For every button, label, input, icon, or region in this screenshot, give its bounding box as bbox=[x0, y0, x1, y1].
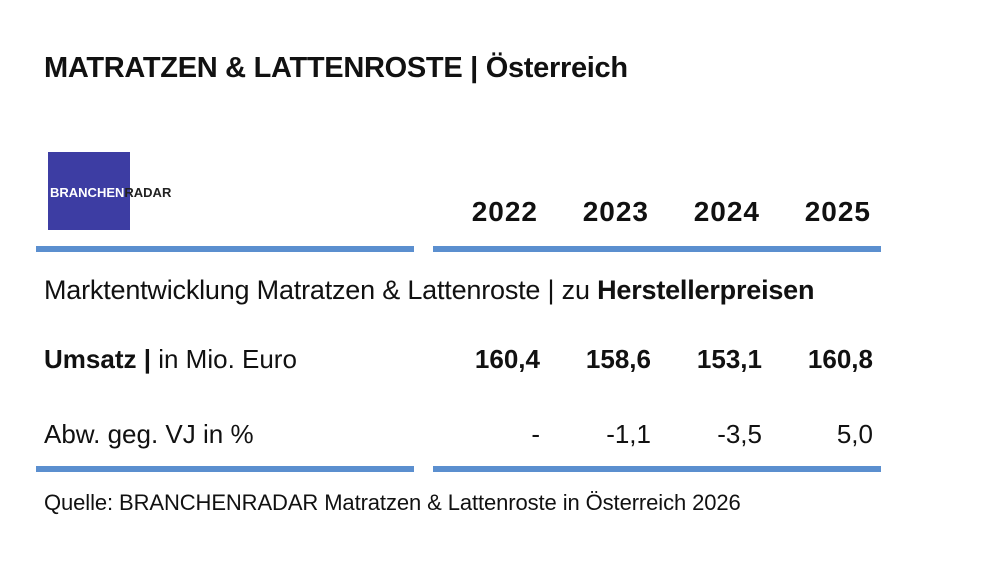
abweichung-2025: 5,0 bbox=[836, 419, 873, 449]
umsatz-2023: 158,6 bbox=[585, 344, 651, 374]
year-header-2024: 2024 bbox=[693, 196, 760, 227]
row-label-umsatz-regular: in Mio. Euro bbox=[150, 344, 297, 374]
header-rule-left bbox=[36, 246, 414, 252]
year-header-2022: 2022 bbox=[471, 196, 538, 227]
footer-rule-left bbox=[36, 466, 414, 472]
umsatz-2024: 153,1 bbox=[696, 344, 762, 374]
subtitle-regular: Marktentwicklung Matratzen & Lattenroste… bbox=[44, 275, 598, 305]
umsatz-2022: 160,4 bbox=[474, 344, 540, 374]
table-subtitle: Marktentwicklung Matratzen & Lattenroste… bbox=[44, 275, 814, 306]
row-label-umsatz-bold: Umsatz | bbox=[44, 344, 151, 374]
page-title: MATRATZEN & LATTENROSTE | Österreich bbox=[44, 52, 628, 84]
branchenradar-logo bbox=[48, 152, 130, 230]
logo-text-line1: BRANCHEN bbox=[50, 185, 125, 200]
header-rule-right bbox=[433, 246, 881, 252]
row-label-umsatz: Umsatz | in Mio. Euro bbox=[44, 344, 297, 375]
subtitle-bold: Herstellerpreisen bbox=[597, 275, 815, 305]
footer-rule-right bbox=[433, 466, 881, 472]
abweichung-2023: -1,1 bbox=[606, 419, 651, 449]
year-header-2023: 2023 bbox=[582, 196, 649, 227]
umsatz-2025: 160,8 bbox=[807, 344, 873, 374]
year-header-2025: 2025 bbox=[804, 196, 871, 227]
logo-text-line2: RADAR bbox=[124, 185, 172, 200]
abweichung-2024: -3,5 bbox=[717, 419, 762, 449]
abweichung-2022: - bbox=[531, 419, 540, 449]
row-label-abweichung: Abw. geg. VJ in % bbox=[44, 419, 254, 450]
row-label-abweichung-text: Abw. geg. VJ in % bbox=[44, 419, 254, 449]
logo-text: BRANCHENRADAR bbox=[50, 185, 171, 200]
source-note: Quelle: BRANCHENRADAR Matratzen & Latten… bbox=[44, 490, 741, 515]
